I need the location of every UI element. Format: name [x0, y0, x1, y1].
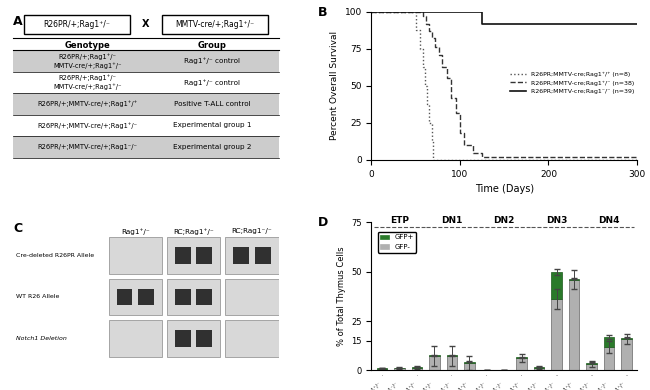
FancyBboxPatch shape: [23, 15, 130, 34]
Text: DN1: DN1: [441, 216, 463, 225]
Text: Rag1⁺/⁻: Rag1⁺/⁻: [573, 380, 592, 390]
Text: R26PR/+;MMTV-cre/+;Rag1⁺/⁻: R26PR/+;MMTV-cre/+;Rag1⁺/⁻: [37, 122, 137, 129]
Bar: [226, 237, 279, 274]
Text: Group: Group: [198, 41, 227, 50]
Text: ETP: ETP: [390, 216, 409, 225]
Bar: [604, 347, 614, 370]
Text: X: X: [142, 19, 150, 29]
Bar: [226, 278, 279, 315]
Bar: [226, 320, 279, 356]
Bar: [13, 50, 279, 72]
Text: MMTV-cre/+;Rag1⁺/⁻: MMTV-cre/+;Rag1⁺/⁻: [176, 20, 254, 29]
Text: DN3: DN3: [546, 216, 567, 225]
Y-axis label: Percent Overall Survival: Percent Overall Survival: [330, 31, 339, 140]
Text: Rag1⁺/⁻: Rag1⁺/⁻: [416, 380, 434, 390]
X-axis label: Time (Days): Time (Days): [474, 184, 534, 194]
Bar: [517, 358, 527, 370]
Bar: [13, 136, 279, 158]
Bar: [429, 356, 439, 370]
Bar: [464, 362, 474, 363]
Bar: [394, 368, 405, 370]
Text: C: C: [13, 222, 22, 235]
Bar: [109, 278, 162, 315]
Bar: [233, 247, 250, 264]
Text: R26PR/+;MMTV-cre/+;Rag1⁻/⁻: R26PR/+;MMTV-cre/+;Rag1⁻/⁻: [37, 144, 137, 150]
Text: RC;Rag1⁺/⁻: RC;Rag1⁺/⁻: [445, 380, 469, 390]
Text: D: D: [318, 216, 329, 229]
Bar: [116, 289, 133, 305]
Bar: [167, 278, 220, 315]
Bar: [621, 339, 632, 370]
Text: Rag1⁻/⁻: Rag1⁻/⁻: [538, 380, 556, 390]
Bar: [604, 337, 614, 347]
Bar: [109, 320, 162, 356]
Text: R26PR/+;Rag1⁺/⁻
MMTV-cre/+;Rag1⁺/⁻: R26PR/+;Rag1⁺/⁻ MMTV-cre/+;Rag1⁺/⁻: [53, 74, 122, 90]
Text: Rag1⁻/⁻: Rag1⁻/⁻: [591, 380, 609, 390]
Text: Rag1⁻/⁻: Rag1⁻/⁻: [381, 380, 399, 390]
Text: R26PR/+;Rag1⁺/⁻: R26PR/+;Rag1⁺/⁻: [44, 20, 110, 29]
Text: RC;Rag1⁺/⁻: RC;Rag1⁺/⁻: [173, 228, 214, 235]
Text: Experimental group 2: Experimental group 2: [173, 144, 252, 150]
Text: RC;Rag1⁺/⁻: RC;Rag1⁺/⁻: [497, 380, 522, 390]
Text: RC;Rag1⁺/⁻: RC;Rag1⁺/⁻: [550, 380, 574, 390]
Text: A: A: [13, 15, 23, 28]
Bar: [569, 280, 579, 370]
Bar: [464, 363, 474, 370]
Bar: [167, 320, 220, 356]
Bar: [13, 93, 279, 115]
Bar: [167, 237, 220, 274]
Bar: [175, 289, 191, 305]
Bar: [196, 330, 212, 347]
Text: R26PR/+;Rag1⁺/⁻
MMTV-cre/+;Rag1⁺/⁻: R26PR/+;Rag1⁺/⁻ MMTV-cre/+;Rag1⁺/⁻: [53, 53, 122, 69]
Text: Rag1⁺/⁻: Rag1⁺/⁻: [364, 380, 382, 390]
Text: Rag1⁻/⁻: Rag1⁻/⁻: [434, 380, 452, 390]
Bar: [447, 356, 457, 370]
Bar: [109, 237, 162, 274]
Bar: [255, 247, 270, 264]
Bar: [551, 272, 562, 300]
Text: Rag1⁺/⁻: Rag1⁺/⁻: [521, 380, 539, 390]
Text: RC;Rag1⁺/⁻: RC;Rag1⁺/⁻: [393, 380, 417, 390]
Y-axis label: % of Total Thymus Cells: % of Total Thymus Cells: [337, 246, 346, 346]
Text: R26PR/+;MMTV-cre/+;Rag1⁺/⁺: R26PR/+;MMTV-cre/+;Rag1⁺/⁺: [37, 101, 137, 107]
Text: RC;Rag1⁺/⁻: RC;Rag1⁺/⁻: [602, 380, 627, 390]
Text: Rag1⁺/⁻ control: Rag1⁺/⁻ control: [184, 79, 240, 86]
Bar: [551, 300, 562, 370]
Text: Rag1⁺/⁻: Rag1⁺/⁻: [121, 228, 150, 235]
Text: Rag1⁺/⁻ control: Rag1⁺/⁻ control: [184, 58, 240, 64]
Bar: [196, 247, 212, 264]
Bar: [138, 289, 154, 305]
Bar: [534, 367, 545, 370]
Bar: [411, 367, 422, 370]
Legend: R26PR;MMTV-cre;Rag1⁺/⁺ (n=8), R26PR;MMTV-cre;Rag1⁺/⁻ (n=38), R26PR;MMTV-cre;Rag1: R26PR;MMTV-cre;Rag1⁺/⁺ (n=8), R26PR;MMTV…: [508, 69, 636, 97]
Text: Positive T-ALL control: Positive T-ALL control: [174, 101, 250, 107]
Bar: [196, 289, 212, 305]
Bar: [377, 369, 387, 370]
Text: Notch1 Deletion: Notch1 Deletion: [16, 336, 66, 341]
Text: Rag1⁻/⁻: Rag1⁻/⁻: [486, 380, 504, 390]
Bar: [175, 247, 191, 264]
Text: Rag1⁺/⁻: Rag1⁺/⁻: [469, 380, 487, 390]
Text: Cre-deleted R26PR Allele: Cre-deleted R26PR Allele: [16, 253, 94, 258]
Text: DN4: DN4: [598, 216, 620, 225]
FancyBboxPatch shape: [162, 15, 268, 34]
Bar: [621, 338, 632, 339]
Legend: GFP+, GFP-: GFP+, GFP-: [378, 232, 417, 253]
Text: WT R26 Allele: WT R26 Allele: [16, 294, 59, 300]
Bar: [175, 330, 191, 347]
Bar: [569, 278, 579, 280]
Bar: [586, 363, 597, 370]
Text: Genotype: Genotype: [64, 41, 111, 50]
Text: B: B: [318, 6, 328, 19]
Text: RC;Rag1⁻/⁻: RC;Rag1⁻/⁻: [231, 228, 272, 234]
Text: Experimental group 1: Experimental group 1: [173, 122, 252, 128]
Text: DN2: DN2: [493, 216, 515, 225]
